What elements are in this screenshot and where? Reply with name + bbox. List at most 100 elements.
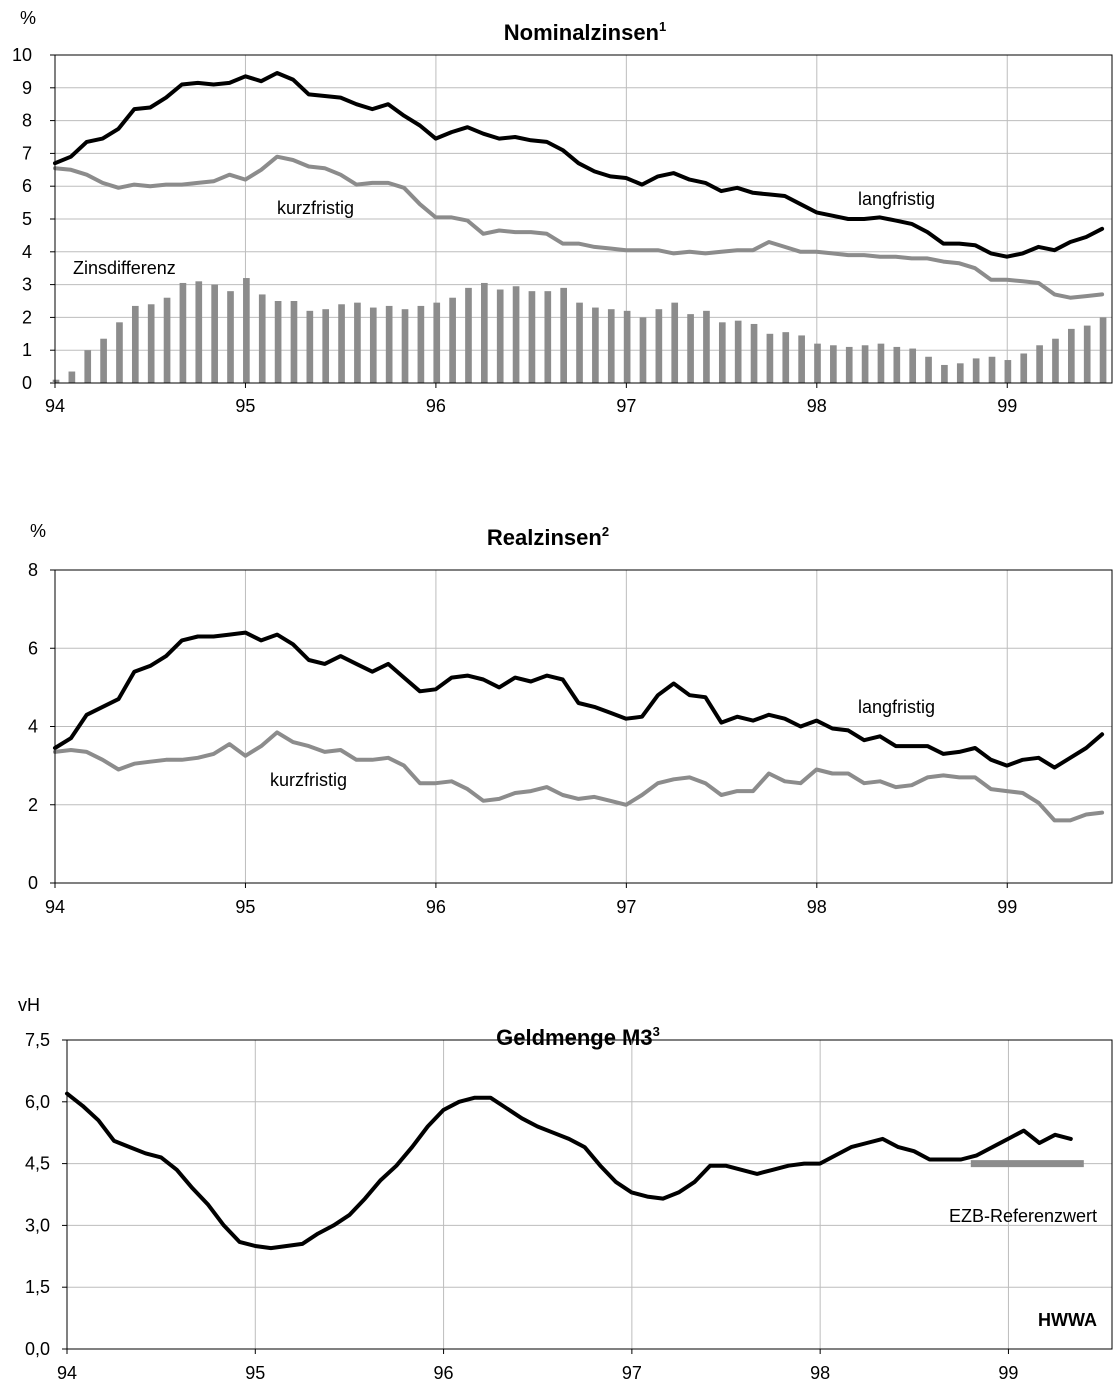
bar-spread	[528, 291, 536, 383]
x-tick-label: 95	[245, 1363, 265, 1383]
y-tick-label: 7,5	[25, 1030, 50, 1050]
plot-frame	[54, 569, 1113, 884]
annotation-ezb-referenzwert: EZB-Referenzwert	[949, 1206, 1097, 1226]
annotation-kurzfristig: kurzfristig	[277, 198, 354, 218]
x-tick-label: 96	[434, 1363, 454, 1383]
x-tick-label: 95	[235, 396, 255, 416]
bar-spread	[703, 310, 710, 383]
bar-spread	[956, 363, 964, 383]
bar-spread	[338, 304, 345, 383]
plot-frame	[66, 1039, 1113, 1350]
y-tick-label: 6,0	[25, 1092, 50, 1112]
panel-m3: vH Geldmenge M33 94 95 96 97 98 99 0,0 1,5 3,0 4,…	[18, 995, 1113, 1383]
x-tick-label: 94	[45, 396, 65, 416]
bar-spread	[750, 323, 758, 383]
x-tick-label: 99	[997, 897, 1017, 917]
bar-spread	[68, 371, 76, 383]
y-tick-label: 2	[28, 795, 38, 815]
bar-spread	[116, 322, 123, 383]
bar-spread	[481, 282, 488, 383]
bar-spread	[401, 309, 409, 383]
bar-spread	[560, 287, 567, 383]
bar-spread	[718, 322, 726, 383]
bar-spread	[258, 294, 266, 383]
unit-label: %	[20, 8, 36, 28]
bar-spread	[941, 364, 948, 383]
bar-spread	[830, 345, 837, 383]
plot-area-real: 94 95 96 97 98 99 0 2 4 6 8	[28, 560, 1113, 917]
x-tick-label: 96	[426, 897, 446, 917]
bar-spread	[211, 284, 218, 383]
x-tick-label: 94	[57, 1363, 77, 1383]
bar-spread	[766, 333, 774, 383]
series-line-long	[53, 71, 1105, 259]
bar-spread	[179, 282, 187, 383]
y-tick-label: 8	[28, 560, 38, 580]
annotation-kurzfristig: kurzfristig	[270, 770, 347, 790]
plot-frame	[54, 54, 1113, 384]
y-tick-label: 3	[22, 275, 32, 295]
y-tick-label: 1	[22, 340, 32, 360]
bar-spread	[671, 302, 679, 383]
bar-spread	[877, 343, 885, 383]
y-tick-label: 0	[28, 873, 38, 893]
bar-spread	[84, 350, 92, 383]
y-tick-label: 6	[22, 176, 32, 196]
bar-spread	[972, 358, 980, 383]
y-tick-label: 7	[22, 143, 32, 163]
x-tick-label: 99	[998, 1363, 1018, 1383]
bar-spread	[1020, 353, 1028, 383]
annotation-zinsdifferenz: Zinsdifferenz	[73, 258, 176, 278]
x-tick-label: 97	[616, 396, 636, 416]
bar-spread	[449, 297, 456, 383]
bar-spread	[1004, 360, 1012, 383]
y-tick-label: 10	[12, 45, 32, 65]
bar-spread	[52, 379, 60, 383]
bar-spread	[909, 348, 917, 383]
chart-title: Realzinsen2	[487, 524, 609, 550]
series-line-m3	[65, 1091, 1073, 1251]
bar-spread	[163, 297, 171, 383]
chart-title: Geldmenge M33	[496, 1024, 660, 1050]
bar-spread	[227, 291, 234, 383]
bar-spread	[354, 302, 361, 383]
unit-label: vH	[18, 995, 40, 1015]
series-line-short	[53, 730, 1105, 823]
bar-spread	[417, 305, 425, 383]
x-tick-label: 99	[997, 396, 1017, 416]
bar-spread	[131, 305, 139, 383]
plot-area-m3: 94 95 96 97 98 99 0,0 1,5 3,0 4,5 6,0 7,5	[25, 1030, 1113, 1383]
x-tick-label: 95	[235, 897, 255, 917]
bar-spread	[1083, 325, 1091, 383]
y-tick-label: 1,5	[25, 1277, 50, 1297]
unit-label: %	[30, 521, 46, 541]
y-tick-label: 4,5	[25, 1154, 50, 1174]
bar-spread	[496, 289, 504, 383]
bar-spread	[274, 301, 282, 383]
bar-spread	[592, 307, 599, 383]
bar-spread	[893, 346, 901, 383]
x-tick-label: 98	[810, 1363, 830, 1383]
bar-spread	[1052, 338, 1059, 383]
bar-spread	[655, 309, 663, 383]
bar-spread	[512, 286, 520, 383]
bar-spread	[544, 291, 552, 383]
x-tick-label: 97	[622, 1363, 642, 1383]
bar-spread	[195, 281, 203, 383]
y-tick-label: 6	[28, 638, 38, 658]
y-tick-label: 8	[22, 111, 32, 131]
chart-title: Nominalzinsen1	[504, 19, 666, 45]
bar-spread	[433, 302, 441, 383]
bar-spread	[100, 338, 107, 383]
panel-nominal: % Nominalzinsen1 94 95 96 97 98 99 0 1 2 3 4 5 6 7 8 9 1…	[12, 8, 1113, 416]
series-line-long	[53, 630, 1105, 770]
x-tick-label: 98	[807, 897, 827, 917]
source-label: HWWA	[1038, 1310, 1097, 1330]
bar-spread	[734, 320, 742, 383]
bar-spread	[306, 310, 314, 383]
bar-spread	[814, 343, 821, 383]
bar-spread	[576, 302, 583, 383]
y-tick-label: 5	[22, 209, 32, 229]
y-tick-label: 3,0	[25, 1215, 50, 1235]
